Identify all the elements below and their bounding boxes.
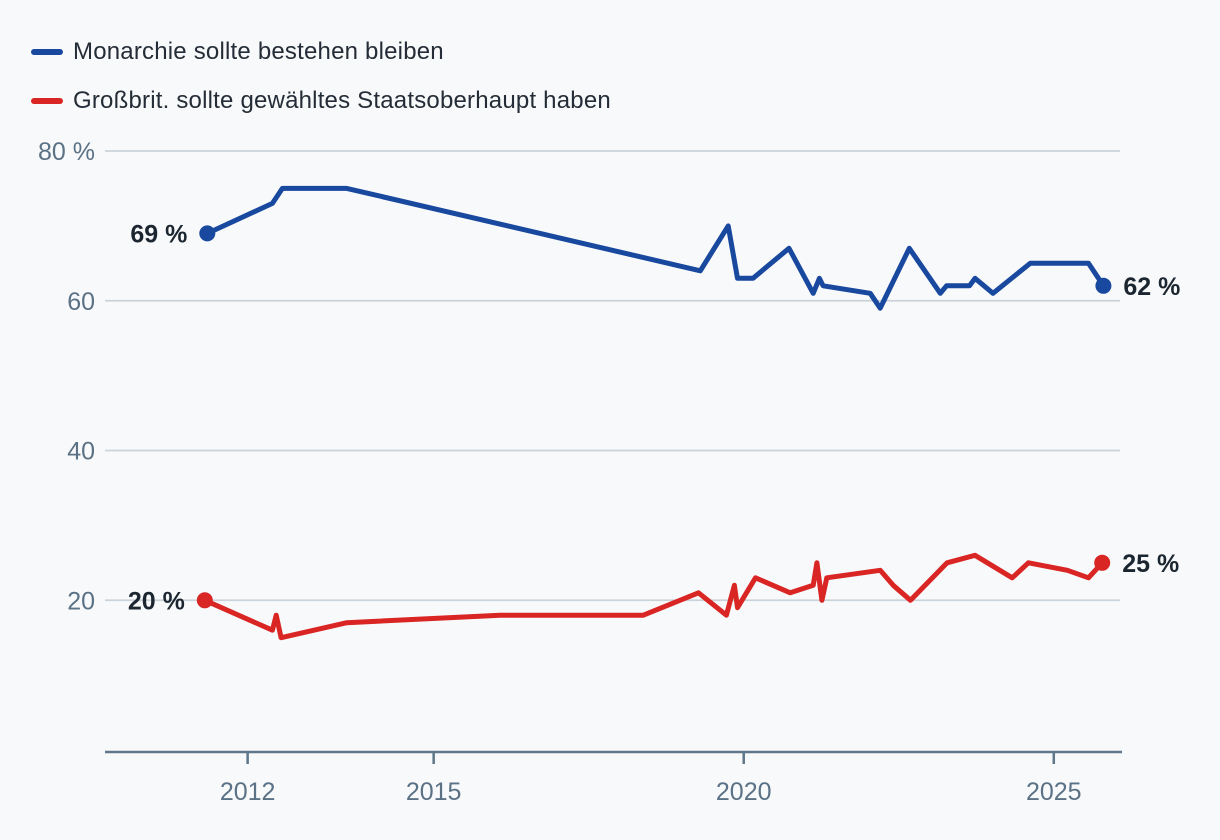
- legend: Monarchie sollte bestehen bleiben Großbr…: [31, 38, 611, 115]
- end-value-label-staatsoberhaupt: 25 %: [1122, 550, 1179, 578]
- series-line-staatsoberhaupt: [202, 552, 1105, 641]
- legend-label-monarchie: Monarchie sollte bestehen bleiben: [73, 38, 444, 65]
- end-value-label-monarchie: 62 %: [1123, 273, 1180, 301]
- start-value-label-staatsoberhaupt: 20 %: [128, 587, 185, 615]
- y-tick-label-80: 80 %: [38, 138, 95, 166]
- legend-item-staatsoberhaupt: Großbrit. sollte gewähltes Staatsoberhau…: [31, 87, 611, 115]
- x-tick-label-2025: 2025: [1026, 778, 1082, 806]
- legend-item-monarchie: Monarchie sollte bestehen bleiben: [31, 38, 611, 66]
- y-tick-label-20: 20: [67, 587, 95, 615]
- x-tick-label-2012: 2012: [220, 778, 276, 806]
- series-start-dot-monarchie: [199, 225, 216, 242]
- series-start-dot-staatsoberhaupt: [196, 592, 213, 609]
- series-line-monarchie: [204, 185, 1106, 311]
- y-tick-label-60: 60: [67, 288, 95, 316]
- y-tick-label-40: 40: [67, 438, 95, 466]
- x-tick-label-2020: 2020: [716, 778, 772, 806]
- legend-label-staatsoberhaupt: Großbrit. sollte gewähltes Staatsoberhau…: [73, 87, 611, 114]
- series-end-dot-staatsoberhaupt: [1094, 554, 1111, 571]
- legend-swatch-staatsoberhaupt: [31, 98, 63, 104]
- legend-swatch-monarchie: [31, 49, 63, 55]
- x-tick-label-2015: 2015: [406, 778, 462, 806]
- series-end-dot-monarchie: [1095, 277, 1112, 294]
- start-value-label-monarchie: 69 %: [130, 220, 187, 248]
